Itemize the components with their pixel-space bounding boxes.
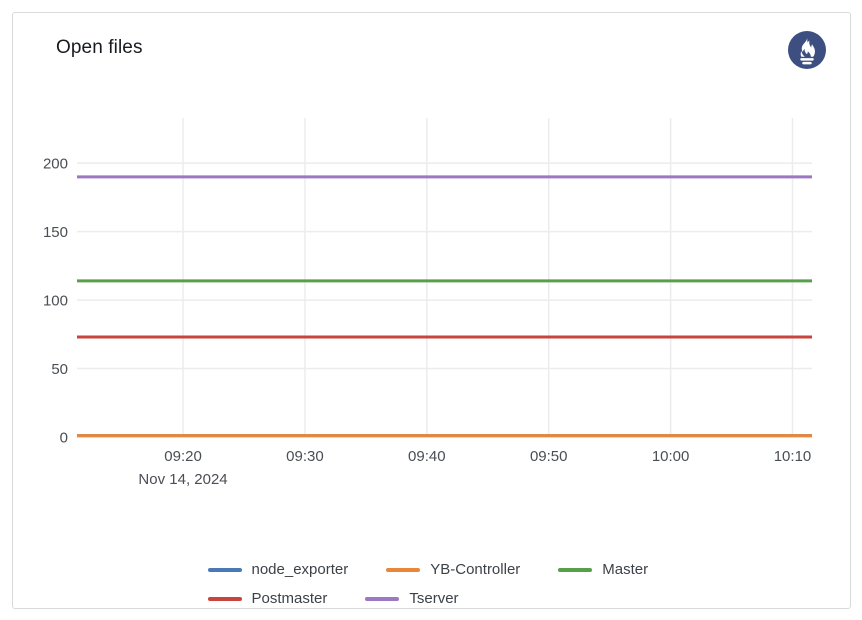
y-tick-label: 100 (43, 293, 68, 310)
legend-swatch-icon (386, 568, 421, 572)
x-axis-date-label: Nov 14, 2024 (138, 471, 227, 488)
legend-item-Tserver[interactable]: Tserver (365, 588, 459, 608)
y-tick-label: 50 (51, 361, 68, 378)
legend-swatch-icon (365, 597, 400, 601)
legend-label: Postmaster (251, 590, 328, 607)
prometheus-icon (788, 31, 826, 69)
x-tick-label: 10:10 (774, 448, 812, 465)
legend-label: Master (602, 561, 649, 578)
legend-item-YB-Controller[interactable]: YB-Controller (386, 559, 520, 581)
x-tick-label: 09:40 (408, 448, 446, 465)
legend-label: node_exporter (251, 561, 349, 578)
x-tick-label: 09:30 (286, 448, 324, 465)
legend-label: Tserver (409, 590, 459, 607)
panel-header[interactable]: Open files (13, 13, 850, 85)
legend-rows: node_exporter YB-Controller Master Postmast… (207, 559, 708, 608)
y-tick-label: 0 (60, 430, 68, 447)
legend-swatch-icon (558, 568, 593, 572)
chart-legend: node_exporter YB-Controller Master Postmast… (90, 559, 825, 608)
y-tick-label: 150 (43, 224, 68, 241)
panel: Open files node_exporter YB-Controller Mas… (12, 12, 851, 609)
legend-label: YB-Controller (430, 561, 521, 578)
y-tick-label: 200 (43, 156, 68, 173)
x-tick-label: 10:00 (652, 448, 690, 465)
legend-item-Master[interactable]: Master (558, 559, 648, 581)
x-tick-label: 09:20 (164, 448, 202, 465)
legend-swatch-icon (207, 568, 242, 572)
x-tick-label: 09:50 (530, 448, 568, 465)
legend-swatch-icon (207, 597, 242, 601)
legend-item-Postmaster[interactable]: Postmaster (207, 588, 328, 608)
legend-item-node_exporter[interactable]: node_exporter (207, 559, 349, 581)
panel-title: Open files (56, 37, 143, 58)
